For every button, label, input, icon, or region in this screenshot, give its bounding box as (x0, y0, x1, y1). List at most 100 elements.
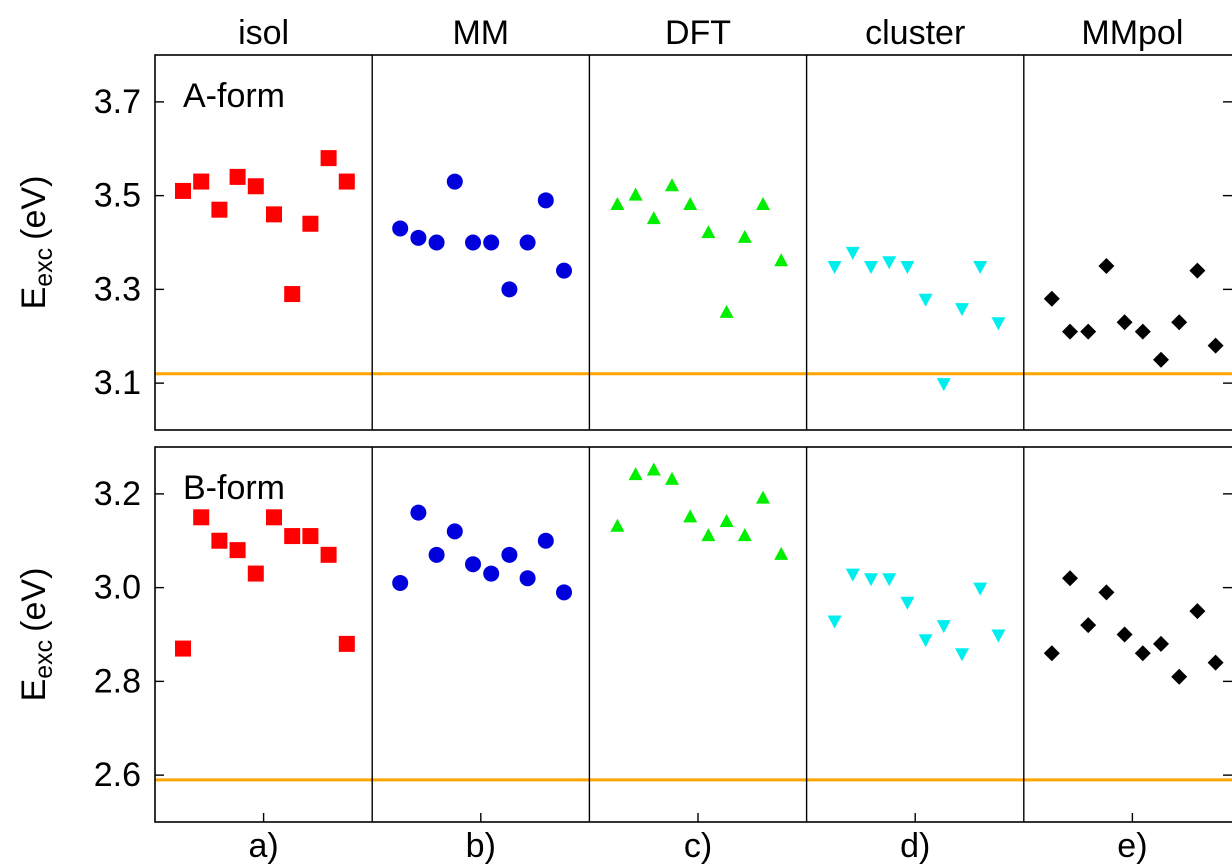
y-label-main: E (15, 679, 53, 702)
marker-diamond (1080, 617, 1097, 634)
marker-triangle-up (610, 518, 625, 532)
marker-square (302, 215, 319, 232)
marker-triangle-down (991, 317, 1006, 331)
marker-square (266, 509, 282, 526)
y-tick-label: 2.8 (94, 662, 141, 700)
marker-circle (465, 556, 481, 573)
marker-circle (392, 220, 409, 237)
marker-diamond (1171, 314, 1188, 331)
marker-circle (410, 229, 427, 246)
marker-triangle-up (701, 225, 716, 239)
y-tick-label: 3.7 (94, 83, 141, 121)
marker-diamond (1098, 257, 1115, 274)
marker-square (211, 532, 228, 549)
marker-circle (410, 504, 427, 521)
marker-diamond (1171, 668, 1188, 685)
x-tick-label: c) (684, 827, 712, 865)
marker-triangle-down (973, 260, 988, 274)
x-tick-label: e) (1117, 827, 1147, 865)
marker-diamond (1116, 626, 1133, 643)
y-tick-label: 3.2 (94, 475, 141, 513)
x-tick-label: a) (248, 827, 278, 865)
column-header: cluster (865, 14, 965, 52)
marker-triangle-down (882, 256, 897, 270)
marker-square (247, 565, 264, 582)
column-header: MM (452, 14, 509, 52)
marker-square (229, 542, 246, 559)
y-tick-label: 3.1 (94, 364, 141, 402)
marker-square (266, 206, 282, 223)
marker-circle (537, 192, 554, 209)
marker-square (284, 528, 301, 545)
marker-diamond (1080, 323, 1097, 340)
marker-square (302, 528, 319, 545)
marker-square (175, 640, 191, 657)
y-label-sub: exc (30, 248, 58, 287)
marker-triangle-up (683, 197, 698, 210)
marker-diamond (1043, 645, 1060, 662)
y-label-unit: (eV) (15, 176, 53, 240)
marker-triangle-up (665, 178, 679, 192)
marker-circle (428, 234, 445, 251)
y-label-sub: exc (30, 640, 58, 679)
marker-circle (483, 234, 500, 251)
marker-triangle-up (737, 229, 752, 243)
marker-diamond (1098, 584, 1115, 601)
marker-triangle-up (719, 304, 734, 318)
marker-square (338, 635, 355, 652)
column-header: MMpol (1081, 14, 1183, 52)
marker-circle (537, 532, 554, 549)
marker-square (211, 201, 228, 218)
marker-triangle-down (936, 620, 951, 634)
marker-triangle-up (756, 490, 770, 504)
marker-triangle-down (936, 378, 951, 392)
marker-square (284, 286, 301, 303)
marker-circle (501, 546, 518, 563)
marker-diamond (1043, 290, 1060, 307)
marker-triangle-up (774, 253, 789, 267)
marker-triangle-down (845, 568, 860, 582)
marker-diamond (1207, 337, 1224, 354)
marker-square (229, 168, 246, 185)
marker-triangle-up (610, 197, 625, 210)
marker-circle (519, 234, 536, 251)
marker-triangle-up (737, 528, 752, 542)
marker-circle (446, 523, 463, 540)
x-tick-label: d) (900, 827, 930, 865)
marker-circle (446, 173, 463, 190)
marker-circle (428, 546, 445, 563)
marker-triangle-down (955, 648, 969, 662)
panel-annotation: B-form (183, 469, 285, 507)
marker-triangle-up (774, 546, 789, 560)
marker-triangle-down (864, 260, 878, 274)
marker-circle (556, 262, 572, 279)
marker-triangle-up (719, 514, 734, 527)
x-tick-label: b) (466, 827, 496, 865)
marker-square (175, 182, 191, 199)
y-tick-label: 3.5 (94, 177, 141, 215)
marker-diamond (1189, 262, 1206, 279)
marker-circle (501, 281, 518, 298)
marker-triangle-down (991, 629, 1006, 643)
marker-diamond (1062, 570, 1078, 587)
marker-triangle-up (628, 467, 643, 481)
marker-triangle-down (918, 293, 933, 307)
marker-square (193, 173, 210, 190)
marker-triangle-up (665, 471, 679, 485)
marker-square (193, 509, 210, 526)
y-label-unit: (eV) (15, 568, 53, 632)
marker-diamond (1153, 635, 1169, 652)
marker-square (320, 150, 337, 167)
panel-annotation: A-form (183, 77, 285, 115)
marker-diamond (1207, 654, 1224, 671)
marker-triangle-down (900, 596, 915, 610)
column-header: DFT (665, 14, 731, 52)
marker-triangle-up (756, 197, 770, 210)
y-axis-label: Eexc (eV) (15, 176, 58, 310)
marker-triangle-up (701, 528, 716, 542)
marker-triangle-down (882, 573, 897, 587)
y-tick-label: 2.6 (94, 756, 141, 794)
marker-square (320, 546, 337, 563)
marker-circle (392, 574, 409, 591)
y-label-main: E (15, 287, 53, 310)
